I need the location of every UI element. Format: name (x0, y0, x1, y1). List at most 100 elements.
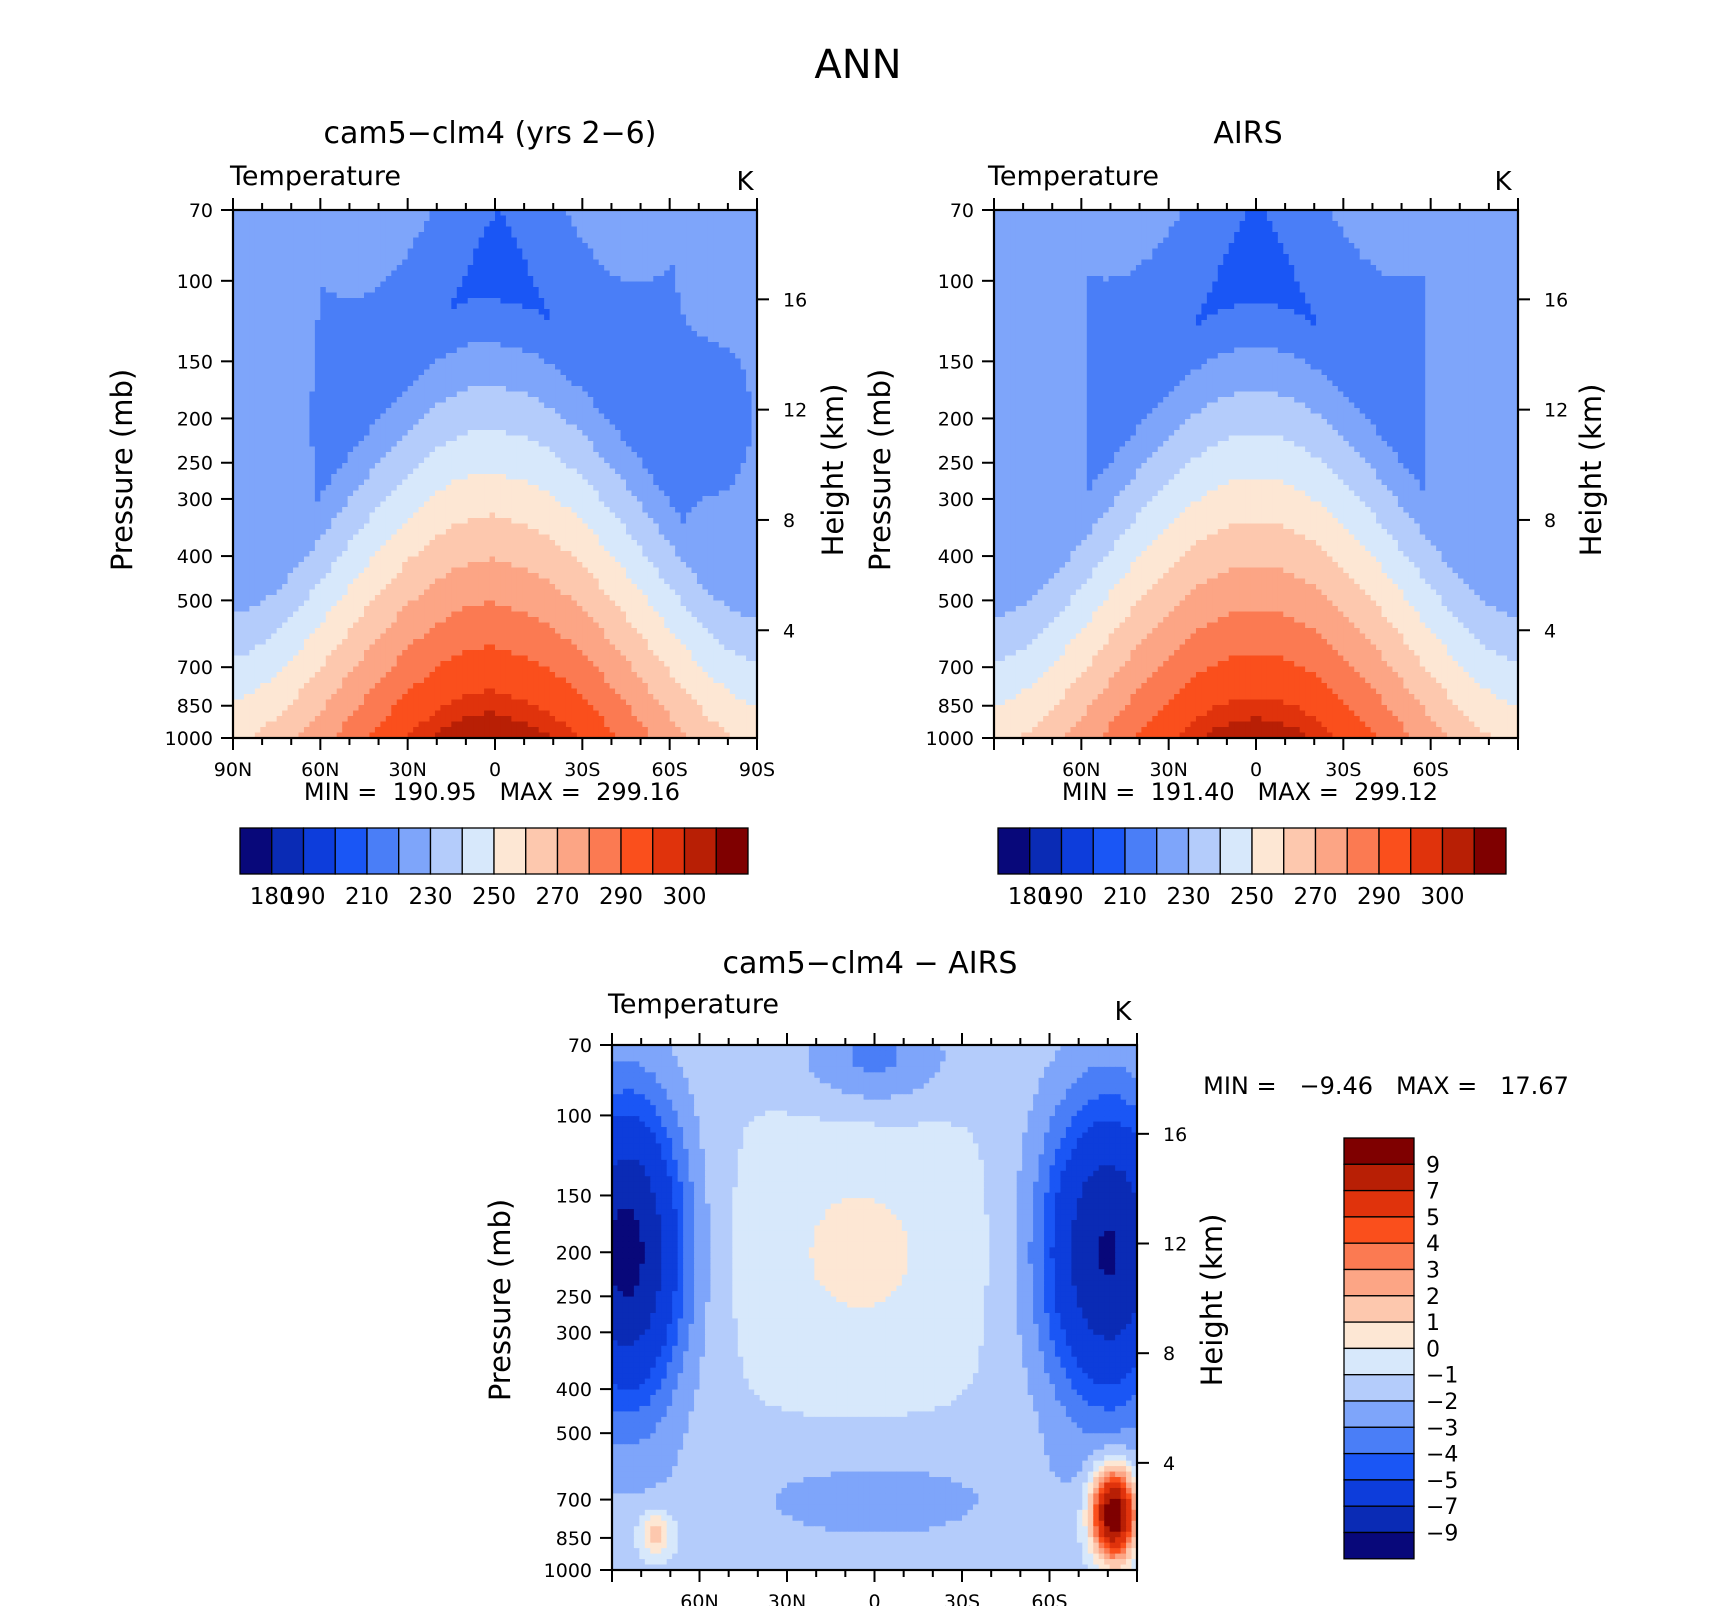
heatmap-cell (505, 463, 512, 470)
heatmap-cell (740, 485, 747, 492)
heatmap-cell (598, 270, 605, 277)
heatmap-cell (440, 479, 447, 486)
heatmap-cell (325, 210, 332, 217)
heatmap-cell (364, 309, 371, 316)
heatmap-cell (391, 490, 398, 497)
heatmap-cell (358, 413, 365, 420)
heatmap-cell (653, 243, 660, 250)
heatmap-cell (735, 468, 742, 475)
heatmap-cell (647, 336, 654, 343)
heatmap-cell (533, 408, 540, 415)
heatmap-cell (669, 419, 676, 426)
heatmap-cell (598, 287, 605, 294)
heatmap-cell (642, 336, 649, 343)
heatmap-cell (298, 452, 305, 459)
heatmap-cell (604, 430, 611, 437)
heatmap-cell (615, 248, 622, 255)
heatmap-cell (489, 490, 496, 497)
heatmap-cell (358, 468, 365, 475)
heatmap-cell (505, 375, 512, 382)
heatmap-cell (527, 243, 534, 250)
heatmap-cell (434, 380, 442, 387)
heatmap-cell (473, 386, 480, 393)
heatmap-cell (303, 441, 311, 448)
heatmap-cell (445, 424, 452, 431)
heatmap-cell (489, 375, 496, 382)
heatmap-cell (702, 490, 709, 497)
heatmap-cell (380, 413, 387, 420)
heatmap-cell (576, 380, 583, 387)
heatmap-cell (473, 380, 480, 387)
heatmap-cell (407, 226, 414, 233)
heatmap-cell (707, 490, 714, 497)
heatmap-cell (631, 237, 638, 244)
heatmap-cell (282, 375, 289, 382)
heatmap-cell (320, 353, 327, 360)
heatmap-cell (604, 259, 611, 266)
heatmap-cell (254, 452, 261, 459)
heatmap-cell (353, 485, 360, 492)
heatmap-cell (271, 331, 278, 338)
heatmap-cell (675, 485, 682, 492)
heatmap-cell (604, 292, 611, 299)
heatmap-cell (680, 292, 687, 299)
heatmap-cell (505, 265, 512, 272)
heatmap-cell (456, 265, 463, 272)
heatmap-cell (249, 463, 256, 470)
heatmap-cell (364, 270, 371, 277)
heatmap-cell (636, 325, 643, 332)
heatmap-cell (669, 232, 676, 239)
heatmap-cell (451, 485, 458, 492)
heatmap-cell (320, 474, 327, 481)
heatmap-cell (675, 215, 682, 222)
heatmap-cell (380, 463, 387, 470)
heatmap-cell (260, 419, 267, 426)
heatmap-cell (418, 215, 425, 222)
heatmap-cell (593, 254, 600, 261)
heatmap-cell (484, 474, 491, 481)
heatmap-cell (456, 485, 463, 492)
heatmap-cell (642, 325, 649, 332)
heatmap-cell (620, 353, 627, 360)
heatmap-cell (647, 479, 654, 486)
heatmap-cell (609, 474, 616, 481)
heatmap-cell (478, 215, 485, 222)
heatmap-cell (484, 243, 491, 250)
heatmap-cell (434, 259, 442, 266)
heatmap-cell (653, 485, 660, 492)
heatmap-cell (642, 408, 649, 415)
heatmap-cell (746, 331, 753, 338)
heatmap-cell (587, 221, 594, 228)
heatmap-cell (511, 413, 518, 420)
heatmap-cell (598, 358, 605, 365)
heatmap-cell (238, 474, 245, 481)
heatmap-cell (320, 358, 327, 365)
heatmap-cell (571, 408, 578, 415)
heatmap-cell (364, 441, 371, 448)
heatmap-cell (631, 419, 638, 426)
heatmap-cell (445, 380, 452, 387)
heatmap-cell (298, 463, 305, 470)
heatmap-cell (233, 314, 240, 321)
heatmap-cell (260, 380, 267, 387)
heatmap-cell (707, 210, 714, 217)
heatmap-cell (271, 336, 278, 343)
heatmap-cell (669, 364, 676, 371)
heatmap-cell (353, 479, 360, 486)
heatmap-cell (271, 281, 278, 288)
heatmap-cell (522, 380, 529, 387)
heatmap-cell (702, 397, 709, 404)
heatmap-cell (729, 320, 736, 327)
heatmap-cell (576, 397, 583, 404)
heatmap-cell (626, 270, 633, 277)
heatmap-cell (276, 397, 283, 404)
heatmap-cell (702, 303, 709, 310)
heatmap-cell (740, 243, 747, 250)
heatmap-cell (587, 309, 594, 316)
heatmap-cell (533, 270, 540, 277)
heatmap-cell (309, 457, 316, 464)
heatmap-cell (489, 342, 496, 349)
heatmap-cell (593, 303, 600, 310)
heatmap-cell (598, 435, 605, 442)
heatmap-cell (740, 292, 747, 299)
